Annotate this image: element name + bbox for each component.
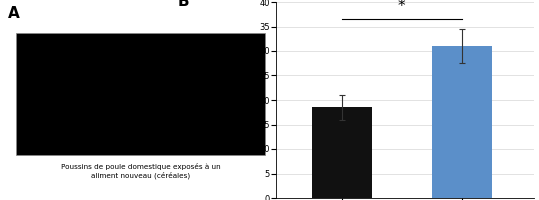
- FancyBboxPatch shape: [16, 33, 265, 155]
- Text: *: *: [398, 0, 405, 14]
- Text: A: A: [8, 6, 20, 21]
- Bar: [312, 107, 372, 198]
- Y-axis label: Latence à manger
un aliment nouveau (s): Latence à manger un aliment nouveau (s): [236, 55, 256, 145]
- Bar: [432, 46, 492, 198]
- Text: Poussins de poule domestique exposés à un
aliment nouveau (céréales): Poussins de poule domestique exposés à u…: [61, 163, 220, 179]
- Text: B: B: [178, 0, 190, 9]
